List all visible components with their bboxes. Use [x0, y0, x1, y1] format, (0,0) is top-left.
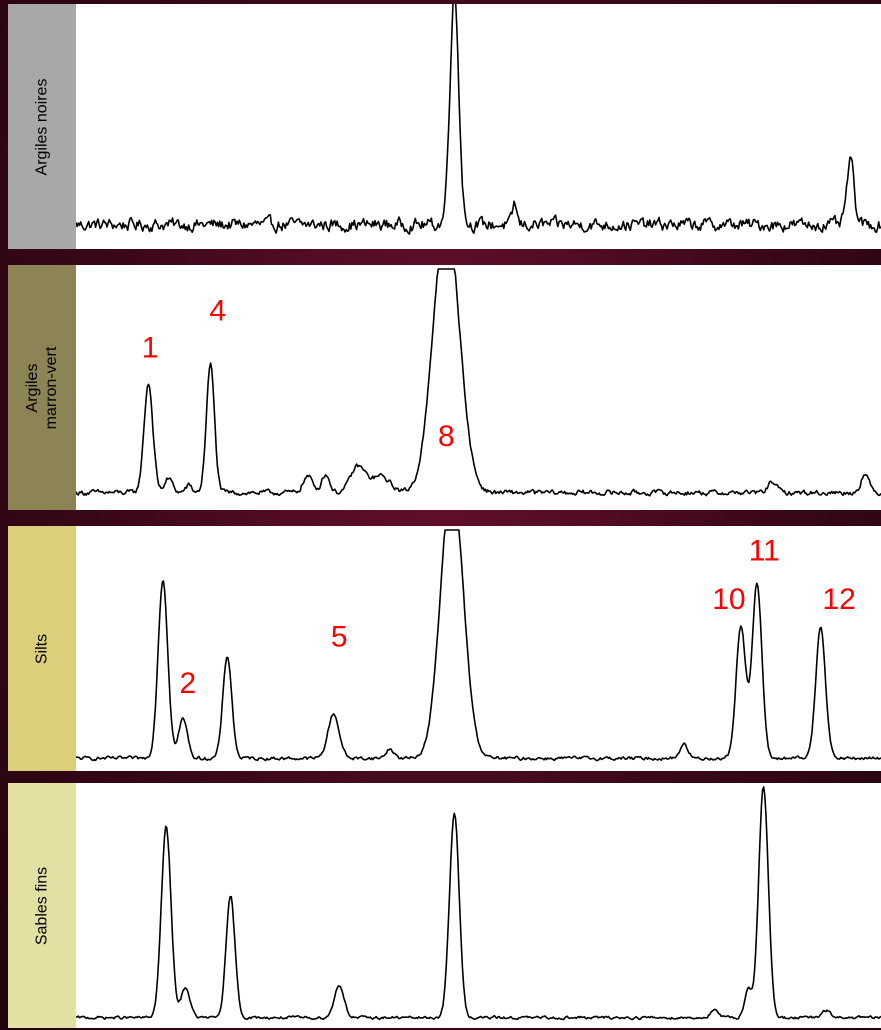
peak-label-5: 5 — [331, 621, 348, 654]
peak-label-12: 12 — [822, 583, 855, 616]
panel-label-argiles-marron-vert: Argiles marron-vert — [8, 265, 76, 510]
trace-svg: 1 4 8 — [76, 265, 881, 510]
label-line-2: marron-vert — [42, 346, 61, 429]
series-line — [76, 4, 881, 234]
panel-sables-fins: Sables fins — [8, 783, 881, 1028]
peak-label-2: 2 — [180, 667, 197, 700]
plot-area: 2 5 10 11 12 — [76, 526, 881, 771]
peak-label-10: 10 — [712, 583, 745, 616]
peak-label-11: 11 — [749, 534, 780, 567]
series-line — [76, 787, 881, 1020]
panel-label-silts: Silts — [8, 526, 76, 771]
plot-area — [76, 4, 881, 249]
series-line — [76, 269, 881, 496]
panel-argiles-marron-vert: Argiles marron-vert 1 4 8 — [8, 265, 881, 510]
trace-svg — [76, 783, 881, 1028]
peak-label-1: 1 — [142, 332, 159, 365]
panel-silts: Silts 2 5 10 11 12 — [8, 526, 881, 771]
peak-label-8: 8 — [438, 420, 455, 453]
plot-area — [76, 783, 881, 1028]
label-text: Argiles marron-vert — [23, 346, 61, 429]
label-text: Argiles noires — [33, 78, 52, 175]
panel-label-sables-fins: Sables fins — [8, 783, 76, 1028]
plot-area: 1 4 8 — [76, 265, 881, 510]
panel-argiles-noires: Argiles noires — [8, 4, 881, 249]
trace-svg — [76, 4, 881, 249]
label-text: Sables fins — [33, 866, 52, 944]
peak-label-4: 4 — [209, 294, 226, 327]
label-line-1: Argiles — [23, 346, 42, 429]
panel-label-argiles-noires: Argiles noires — [8, 4, 76, 249]
label-text: Silts — [33, 633, 52, 663]
